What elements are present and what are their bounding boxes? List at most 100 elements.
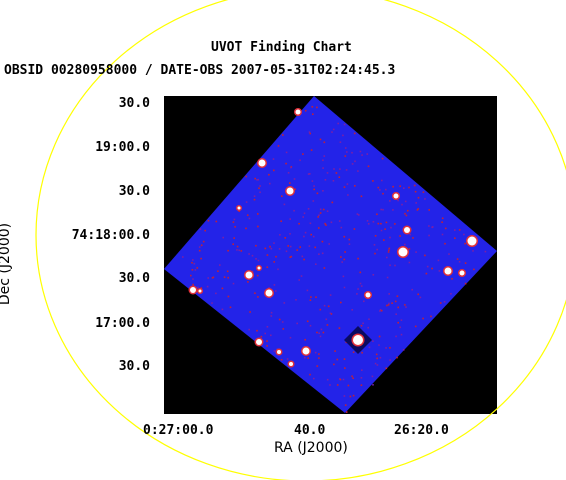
noise-speckle — [313, 185, 315, 187]
source-point — [265, 289, 273, 297]
noise-speckle — [309, 299, 312, 301]
noise-speckle — [396, 295, 399, 297]
noise-speckle — [246, 214, 249, 216]
y-tick-label: 30.0 — [118, 96, 150, 111]
noise-speckle — [192, 259, 194, 261]
noise-speckle — [326, 324, 329, 326]
noise-speckle — [289, 336, 292, 339]
noise-speckle — [307, 357, 309, 359]
source-point — [277, 350, 281, 354]
noise-speckle — [308, 245, 311, 247]
source-point — [353, 335, 363, 345]
noise-speckle — [318, 353, 320, 355]
noise-speckle — [280, 220, 282, 222]
noise-speckle — [256, 179, 258, 181]
noise-speckle — [319, 308, 322, 311]
source-point — [258, 159, 266, 167]
noise-speckle — [266, 345, 268, 347]
source-point — [245, 271, 253, 279]
noise-speckle — [397, 199, 399, 202]
noise-speckle — [416, 209, 419, 211]
noise-speckle — [273, 261, 275, 263]
noise-speckle — [402, 349, 405, 351]
noise-speckle — [232, 282, 235, 285]
noise-speckle — [289, 256, 292, 258]
noise-speckle — [426, 265, 429, 268]
noise-speckle — [430, 315, 432, 318]
noise-speckle — [206, 285, 209, 288]
noise-speckle — [411, 288, 413, 291]
x-tick-label: 26:20.0 — [394, 423, 449, 438]
noise-speckle — [397, 321, 399, 324]
noise-speckle — [405, 214, 408, 217]
noise-speckle — [360, 384, 363, 386]
noise-speckle — [386, 256, 388, 259]
noise-speckle — [399, 326, 401, 329]
noise-speckle — [190, 274, 192, 277]
noise-speckle — [346, 151, 348, 153]
noise-speckle — [323, 141, 326, 144]
noise-speckle — [332, 128, 335, 131]
noise-speckle — [408, 186, 410, 189]
noise-speckle — [204, 229, 206, 232]
noise-speckle — [438, 270, 441, 272]
noise-speckle — [338, 220, 341, 222]
noise-speckle — [343, 186, 346, 188]
noise-speckle — [275, 290, 277, 292]
noise-speckle — [372, 180, 374, 182]
noise-speckle — [251, 254, 254, 257]
noise-speckle — [221, 287, 224, 290]
noise-speckle — [386, 276, 389, 279]
noise-speckle — [349, 395, 352, 398]
noise-speckle — [326, 172, 329, 174]
noise-speckle — [329, 294, 332, 296]
noise-speckle — [324, 222, 326, 225]
noise-speckle — [345, 169, 348, 171]
noise-speckle — [238, 210, 240, 212]
noise-speckle — [215, 220, 218, 223]
noise-speckle — [232, 221, 235, 223]
noise-speckle — [264, 332, 266, 335]
noise-speckle — [351, 309, 353, 311]
noise-speckle — [372, 274, 375, 276]
noise-speckle — [270, 247, 273, 250]
noise-speckle — [415, 251, 417, 253]
noise-speckle — [219, 264, 221, 266]
noise-speckle — [422, 317, 424, 320]
y-tick-label: 30.0 — [118, 271, 150, 286]
x-axis-label: RA (J2000) — [274, 440, 348, 456]
noise-speckle — [300, 275, 303, 277]
noise-speckle — [275, 255, 277, 258]
noise-speckle — [277, 145, 280, 147]
noise-speckle — [401, 203, 403, 206]
noise-speckle — [397, 306, 399, 309]
noise-speckle — [428, 209, 430, 211]
noise-speckle — [348, 238, 351, 241]
noise-speckle — [431, 226, 433, 229]
noise-speckle — [351, 163, 354, 165]
noise-speckle — [464, 282, 467, 285]
noise-speckle — [340, 256, 342, 258]
noise-speckle — [248, 253, 250, 255]
noise-speckle — [404, 243, 406, 246]
noise-speckle — [322, 208, 325, 211]
noise-speckle — [344, 404, 347, 406]
noise-speckle — [318, 357, 320, 359]
noise-speckle — [356, 293, 358, 295]
noise-speckle — [342, 134, 344, 137]
noise-speckle — [456, 258, 459, 260]
noise-speckle — [285, 162, 287, 165]
source-point — [365, 292, 371, 298]
noise-speckle — [414, 190, 417, 193]
noise-speckle — [311, 106, 314, 108]
noise-speckle — [306, 320, 309, 323]
noise-speckle — [374, 362, 377, 365]
noise-speckle — [343, 358, 346, 360]
noise-speckle — [254, 177, 256, 180]
noise-speckle — [388, 302, 390, 305]
noise-speckle — [344, 367, 346, 369]
noise-speckle — [351, 375, 353, 378]
y-tick-label: 30.0 — [118, 359, 150, 374]
noise-speckle — [389, 264, 391, 267]
noise-speckle — [308, 131, 311, 133]
